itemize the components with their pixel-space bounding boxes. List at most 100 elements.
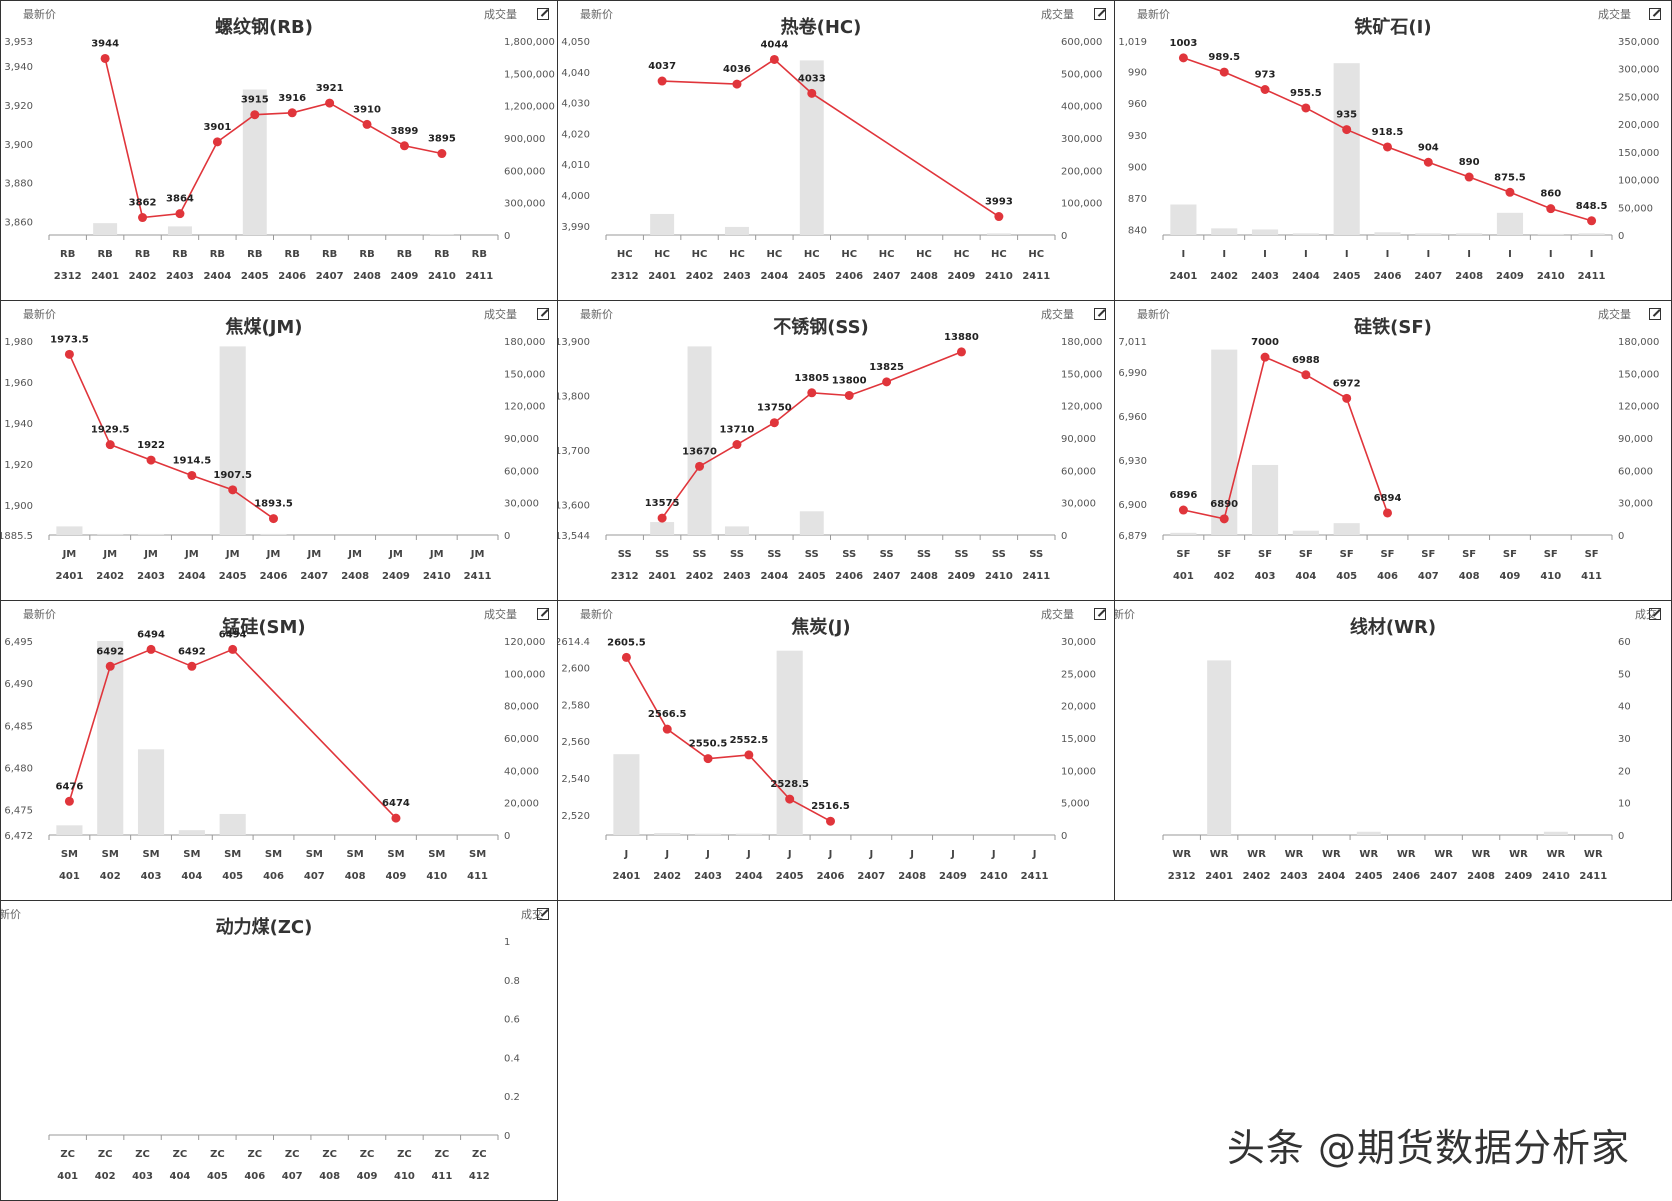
price-axis-label: 最新价 [580, 308, 613, 321]
edit-icon[interactable] [1094, 8, 1106, 20]
x-contract-label: 410 [426, 871, 447, 882]
y-left-tick-label: 6,495 [4, 637, 33, 648]
x-contract-label: 2409 [391, 271, 419, 282]
volume-bar [137, 533, 165, 535]
x-contract-label: 2403 [1280, 871, 1308, 882]
x-code-label: ZC [247, 1149, 262, 1160]
y-right-tick-label: 20,000 [504, 799, 539, 810]
x-code-label: HC [804, 249, 820, 260]
price-data-label: 918.5 [1372, 127, 1404, 138]
y-right-tick-label: 1,800,000 [504, 37, 555, 48]
price-data-label: 6494 [137, 629, 165, 640]
price-data-label: 3921 [316, 83, 344, 94]
x-code-label: HC [841, 249, 857, 260]
volume-bar [1537, 233, 1564, 235]
y-left-tick-label: 1,920 [4, 460, 33, 471]
x-contract-label: 2401 [55, 571, 83, 582]
x-code-label: RB [285, 249, 300, 260]
price-data-label: 1929.5 [91, 425, 130, 436]
price-point [657, 513, 667, 523]
y-right-tick-label: 0.8 [504, 976, 520, 987]
y-left-tick-label: 1885.5 [1, 531, 33, 542]
price-point [662, 724, 672, 734]
chart-canvas: 0 100,000 200,000 300,000 400,000 500,000 600,… [561, 37, 1102, 282]
price-point [695, 461, 705, 471]
x-code-label: I [1304, 249, 1308, 260]
x-contract-label: 411 [1581, 571, 1602, 582]
price-line [661, 351, 962, 519]
x-contract-label: 2409 [948, 571, 976, 582]
x-code-label: JM [306, 549, 321, 560]
x-contract-label: 2402 [686, 571, 714, 582]
x-code-label: J [991, 849, 996, 860]
price-data-label: 13750 [757, 403, 792, 414]
y-right-tick-label: 90,000 [1061, 434, 1096, 445]
edit-icon[interactable] [1094, 608, 1106, 620]
y-left-tick-label: 3,860 [4, 217, 33, 228]
y-right-tick-label: 180,000 [1618, 337, 1659, 348]
volume-bar [650, 213, 675, 235]
y-left-tick-label: 13,900 [558, 337, 590, 348]
volume-bar [1292, 233, 1319, 235]
y-left-tick-label: 1,940 [4, 419, 33, 430]
volume-bar [1170, 204, 1197, 235]
price-data-label: 3862 [129, 198, 157, 209]
x-contract-label: 2403 [723, 571, 751, 582]
price-axis-label: 最新价 [1137, 8, 1170, 21]
edit-icon[interactable] [1649, 308, 1661, 320]
x-contract-label: 2401 [91, 271, 119, 282]
volume-bar [1543, 831, 1568, 835]
x-contract-label: 2406 [835, 271, 863, 282]
chart-canvas: 0 20,000 40,000 60,000 80,000 100,000 120,000 6… [4, 629, 545, 882]
x-code-label: I [1263, 249, 1267, 260]
volume-axis-label: 成交量 [484, 8, 517, 21]
x-contract-label: 2402 [1210, 271, 1238, 282]
volume-axis-label: 成交量 [1598, 308, 1631, 321]
x-contract-label: 2407 [300, 571, 328, 582]
x-contract-label: 2407 [873, 571, 901, 582]
edit-icon[interactable] [537, 908, 549, 920]
edit-icon[interactable] [537, 608, 549, 620]
price-point [1260, 85, 1270, 94]
x-code-label: J [1032, 849, 1037, 860]
price-axis-label: 最新价 [580, 8, 613, 21]
x-code-label: SM [428, 849, 445, 860]
chart-title: 铁矿石(I) [1354, 17, 1432, 38]
volume-bar [1456, 233, 1483, 235]
y-right-tick-label: 60 [1618, 637, 1631, 648]
x-contract-label: 2312 [1168, 871, 1196, 882]
price-point [146, 455, 156, 465]
edit-icon[interactable] [1094, 308, 1106, 320]
price-data-label: 890 [1459, 157, 1480, 168]
edit-icon[interactable] [1649, 8, 1661, 20]
x-code-label: RB [135, 249, 150, 260]
x-code-label: JM [347, 549, 362, 560]
price-data-label: 6492 [96, 646, 124, 657]
price-data-label: 6890 [1210, 499, 1238, 510]
x-code-label: WR [1397, 849, 1416, 860]
price-point [785, 794, 795, 804]
edit-icon[interactable] [1649, 608, 1661, 620]
volume-bar [1211, 349, 1238, 535]
price-data-label: 7000 [1251, 337, 1279, 348]
x-code-label: RB [172, 249, 187, 260]
edit-icon[interactable] [537, 8, 549, 20]
edit-icon[interactable] [537, 308, 549, 320]
x-code-label: ZC [285, 1149, 300, 1160]
price-data-label: 13670 [682, 446, 717, 457]
price-data-label: 1914.5 [173, 455, 212, 466]
price-axis-label: 最新价 [580, 608, 613, 621]
x-contract-label: 2404 [760, 571, 788, 582]
x-code-label: JM [388, 549, 403, 560]
price-point [769, 54, 779, 64]
x-contract-label: 2401 [1205, 871, 1233, 882]
y-right-tick-label: 0 [504, 231, 510, 242]
price-data-label: 989.5 [1208, 52, 1240, 63]
x-code-label: RB [434, 249, 449, 260]
chart-panel-i: 最新价 成交量 铁矿石(I) 0 50,000 100,000 150,000 200,000… [1114, 0, 1672, 301]
price-data-label: 4037 [648, 61, 676, 72]
y-left-tick-label: 6,485 [4, 721, 33, 732]
price-data-label: 1907.5 [213, 470, 252, 481]
chart-panel-rb: 最新价 成交量 螺纹钢(RB) 0 300,000 600,000 900,000 1,200… [0, 0, 558, 301]
x-code-label: RB [359, 249, 374, 260]
